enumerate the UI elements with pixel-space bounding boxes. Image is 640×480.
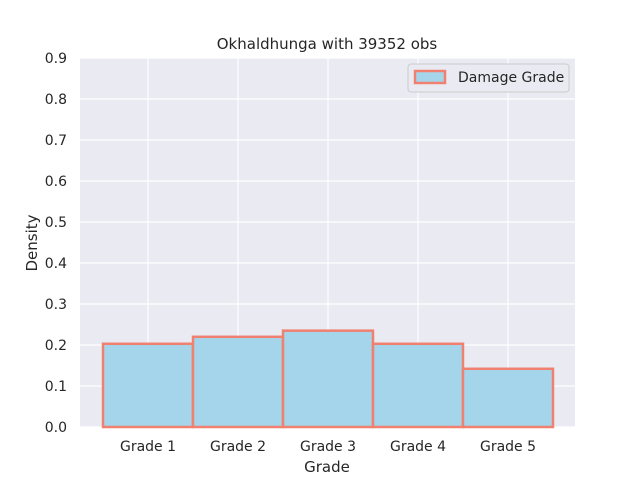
x-tick-label: Grade 2 (210, 439, 266, 455)
x-tick-label: Grade 1 (120, 439, 176, 455)
legend-label: Damage Grade (458, 70, 564, 86)
y-tick-label: 0.8 (45, 92, 67, 108)
y-tick-label: 0.2 (45, 338, 67, 354)
histogram-bar (371, 342, 465, 429)
x-tick-label: Grade 5 (480, 439, 536, 455)
legend-box (407, 63, 570, 93)
histogram-bar (191, 335, 285, 429)
x-tick-label: Grade 4 (390, 439, 446, 455)
y-tick-label: 0.9 (45, 51, 67, 67)
y-tick-label: 0.3 (45, 297, 67, 313)
y-tick-label: 0.4 (45, 256, 67, 272)
y-axis-label: Density (23, 214, 41, 271)
legend-swatch (413, 69, 447, 85)
x-axis-label: Grade (304, 458, 350, 476)
x-tick-label: Grade 3 (300, 439, 356, 455)
histogram-bar (101, 342, 195, 429)
y-tick-label: 0.7 (45, 133, 67, 149)
histogram-bar (461, 367, 555, 429)
chart-title: Okhaldhunga with 39352 obs (217, 35, 438, 53)
y-tick-labels: 0.0 0.1 0.2 0.3 0.4 0.5 0.6 0.7 0.8 0.9 (45, 51, 67, 436)
y-tick-label: 0.6 (45, 174, 67, 190)
bars (101, 329, 555, 429)
legend: Damage Grade (407, 63, 570, 93)
y-tick-label: 0.5 (45, 215, 67, 231)
y-tick-label: 0.1 (45, 379, 67, 395)
x-tick-labels: Grade 1 Grade 2 Grade 3 Grade 4 Grade 5 (120, 439, 536, 455)
histogram-bar (281, 329, 375, 429)
y-tick-label: 0.0 (45, 420, 67, 436)
